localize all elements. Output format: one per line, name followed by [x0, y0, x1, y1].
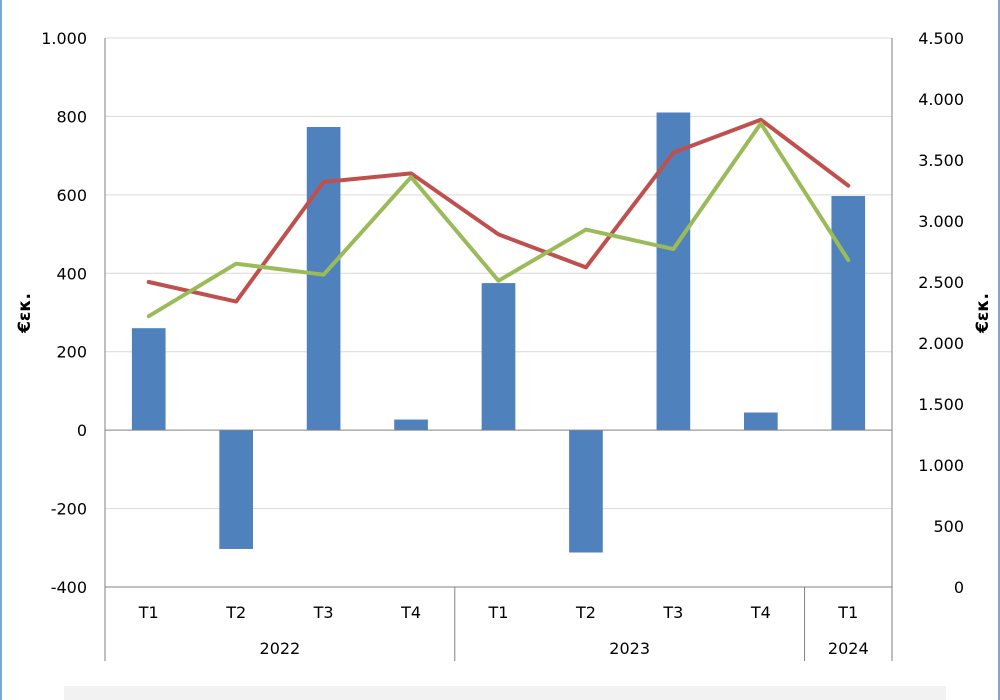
left-tick-label: 600: [56, 186, 87, 205]
bar: [131, 328, 166, 431]
category-label: T4: [400, 603, 421, 622]
left-tick-label: 0: [77, 421, 87, 440]
left-axis-ticks: -400 -200 0 200 400 600 800 1.000: [41, 29, 87, 597]
right-tick-label: 2.500: [918, 273, 964, 292]
series-line: [146, 121, 851, 319]
x-axis-categories: T1 T2 T3 T4 T1 T2 T3 T4 T1 2022 2023 2024: [138, 603, 869, 658]
bar: [569, 430, 603, 553]
legend-strip: [64, 686, 946, 700]
right-tick-label: 3.000: [918, 212, 964, 231]
category-label: T4: [750, 603, 771, 622]
right-tick-label: 500: [933, 517, 964, 536]
left-tick-label: 800: [56, 107, 87, 126]
bar: [831, 196, 866, 431]
right-tick-label: 0: [954, 578, 964, 597]
right-axis-ticks: 0 500 1.000 1.500 2.000 2.500 3.000 3.500 4.000 4…: [918, 29, 964, 597]
left-tick-label: 400: [56, 264, 87, 283]
group-label: 2024: [828, 639, 869, 658]
bar-series: [131, 112, 866, 553]
category-label: T2: [575, 603, 596, 622]
category-label: T1: [837, 603, 858, 622]
group-label: 2023: [609, 639, 650, 658]
line-series: [146, 117, 851, 319]
right-tick-label: 2.000: [918, 334, 964, 353]
bar: [744, 412, 778, 431]
left-axis-title: €εκ.: [15, 293, 35, 334]
bar: [656, 112, 691, 431]
category-label: T3: [662, 603, 683, 622]
bar: [219, 430, 253, 549]
left-tick-label: 1.000: [41, 29, 87, 48]
group-label: 2022: [260, 639, 301, 658]
series-line: [146, 117, 851, 304]
right-tick-label: 1.000: [918, 456, 964, 475]
left-tick-label: -400: [51, 578, 87, 597]
right-tick-label: 3.500: [918, 151, 964, 170]
category-label: T1: [488, 603, 509, 622]
bar: [306, 127, 341, 431]
right-axis-title: €εκ.: [973, 293, 993, 334]
category-label: T1: [138, 603, 159, 622]
right-tick-label: 4.000: [918, 90, 964, 109]
left-tick-label: -200: [51, 500, 87, 519]
right-tick-label: 1.500: [918, 395, 964, 414]
bar: [481, 283, 516, 431]
category-label: T3: [313, 603, 334, 622]
axes: [104, 38, 893, 661]
right-tick-label: 4.500: [918, 29, 964, 48]
left-tick-label: 200: [56, 343, 87, 362]
category-label: T2: [225, 603, 246, 622]
bar: [394, 419, 428, 431]
